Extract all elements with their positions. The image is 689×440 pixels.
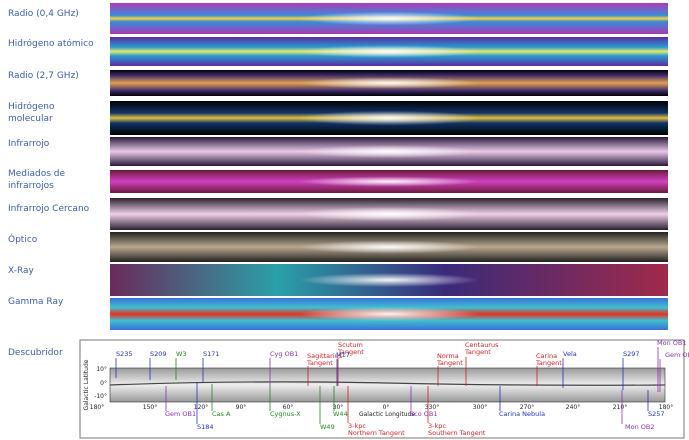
band-label: molecular xyxy=(8,114,53,124)
object-label: Tangent xyxy=(535,359,562,367)
object-label: W3 xyxy=(176,350,187,358)
object-label: 3-kpc xyxy=(348,422,366,430)
longitude-label: 30° xyxy=(333,404,344,411)
longitude-label: 330° xyxy=(425,404,439,411)
band-label: Radio (2,7 GHz) xyxy=(8,71,79,81)
object-label: W44 xyxy=(333,410,348,418)
longitude-label: 210° xyxy=(613,404,627,411)
longitude-label: 180° xyxy=(659,404,673,411)
object-label: Mon OB1 xyxy=(657,339,686,347)
band-label: Óptico xyxy=(8,233,38,245)
object-label: Tangent xyxy=(306,359,333,367)
object-label: S209 xyxy=(150,350,167,358)
x-axis-label: Galactic Longitude xyxy=(359,411,415,418)
object-label: Cas A xyxy=(212,410,231,418)
object-label: S235 xyxy=(116,350,133,358)
object-label: Centaurus xyxy=(465,341,499,349)
object-label: Tangent xyxy=(464,348,491,356)
y-axis-label: Galactic Latitude xyxy=(83,359,90,410)
latitude-label: 0° xyxy=(100,380,107,387)
longitude-label: 0° xyxy=(383,404,390,411)
object-label: Sco OB1 xyxy=(410,410,437,418)
galactic-plane xyxy=(109,381,666,386)
galactic-core xyxy=(299,206,479,222)
galactic-core xyxy=(299,45,479,58)
object-label: Scutum xyxy=(338,341,363,349)
galactic-core xyxy=(299,240,479,254)
galactic-core xyxy=(299,176,479,187)
object-label: S257 xyxy=(648,410,665,418)
object-label: Tangent xyxy=(337,348,364,356)
longitude-label: 150° xyxy=(143,404,157,411)
latitude-label: -10° xyxy=(94,393,107,400)
object-label: Gem OB1 xyxy=(665,351,689,359)
object-label: Cyg OB1 xyxy=(270,350,298,358)
band-label: Infrarrojo Cercano xyxy=(8,204,90,214)
band-label: Hidrógeno xyxy=(8,101,55,112)
band-label: X-Ray xyxy=(8,266,35,276)
longitude-label: 300° xyxy=(473,404,487,411)
galactic-core xyxy=(299,110,479,126)
object-label: Carina xyxy=(536,352,557,360)
finder-title: Descubridor xyxy=(8,348,63,358)
object-label: Cygnus-X xyxy=(270,410,301,418)
object-label: Sagittarius xyxy=(307,352,343,360)
object-label: S297 xyxy=(623,350,640,358)
longitude-label: 90° xyxy=(236,404,247,411)
object-label: 3-kpc xyxy=(428,422,446,430)
object-label: Tangent xyxy=(436,359,463,367)
object-label: Mon OB2 xyxy=(625,423,654,431)
object-label: M17 xyxy=(336,351,350,359)
object-label: S171 xyxy=(203,350,220,358)
longitude-label: 120° xyxy=(194,404,208,411)
galactic-core xyxy=(299,272,479,288)
object-label: W49 xyxy=(320,423,335,431)
galactic-core xyxy=(299,145,479,158)
object-label: S184 xyxy=(197,423,214,431)
band-label: Mediados de xyxy=(8,169,66,179)
longitude-label: 180° xyxy=(90,404,104,411)
object-label: Carina Nebula xyxy=(499,410,545,418)
longitude-label: 60° xyxy=(283,404,294,411)
object-label: Gem OB1 xyxy=(165,410,196,418)
object-label: Northern Tangent xyxy=(348,429,405,437)
band-label: Gamma Ray xyxy=(8,297,64,307)
latitude-label: 10° xyxy=(96,366,107,373)
galactic-core xyxy=(299,11,479,26)
object-label: Norma xyxy=(437,352,459,360)
galactic-core xyxy=(299,77,479,89)
band-label: Infrarrojo xyxy=(8,139,50,149)
band-label: infrarrojos xyxy=(8,181,54,191)
object-label: Vela xyxy=(563,350,577,358)
band-label: Hidrógeno atómico xyxy=(8,38,94,49)
longitude-label: 240° xyxy=(566,404,580,411)
longitude-label: 270° xyxy=(520,404,534,411)
galactic-core xyxy=(299,306,479,322)
band-label: Radio (0,4 GHz) xyxy=(8,9,79,19)
object-label: Southern Tangent xyxy=(428,429,486,437)
